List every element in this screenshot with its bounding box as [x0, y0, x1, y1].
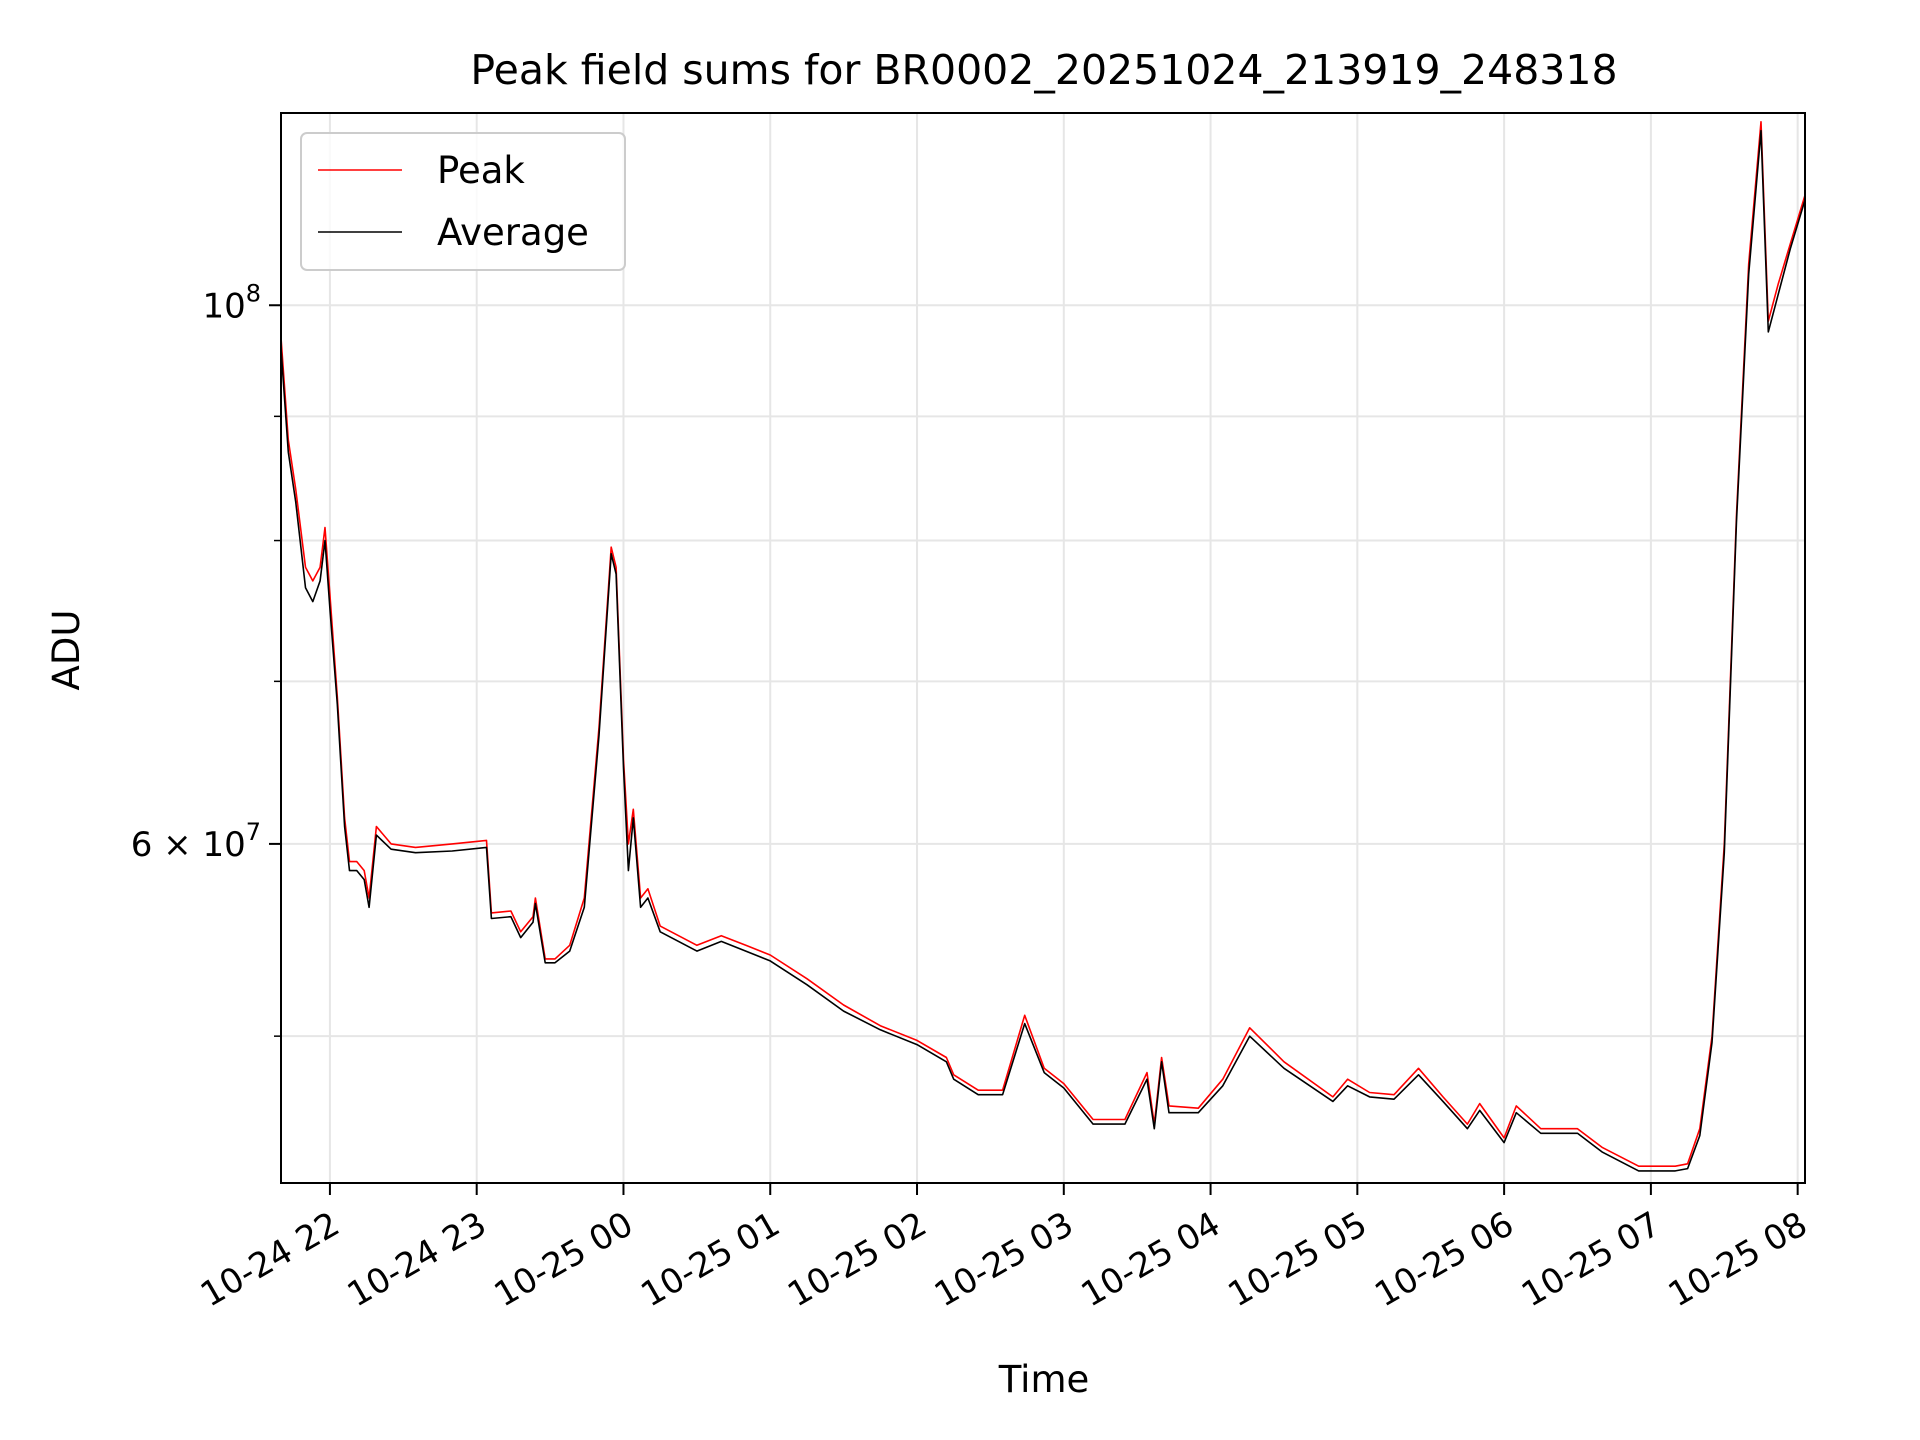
plot-frame [280, 112, 1806, 1184]
y-tick-label: 6 × 107 [131, 818, 261, 865]
grid [281, 113, 1805, 1183]
y-axis-label: ADU [45, 610, 88, 691]
legend-label-average: Average [437, 211, 589, 254]
x-axis-label: Time [998, 1358, 1090, 1401]
legend-label-peak: Peak [437, 149, 525, 192]
legend-box [300, 132, 626, 271]
legend: Peak Average [300, 132, 626, 271]
chart-title: Peak field sums for BR0002_20251024_2139… [470, 46, 1617, 94]
series-line-average [281, 129, 1805, 1172]
series-layer [281, 121, 1805, 1172]
series-line-peak [281, 121, 1805, 1167]
